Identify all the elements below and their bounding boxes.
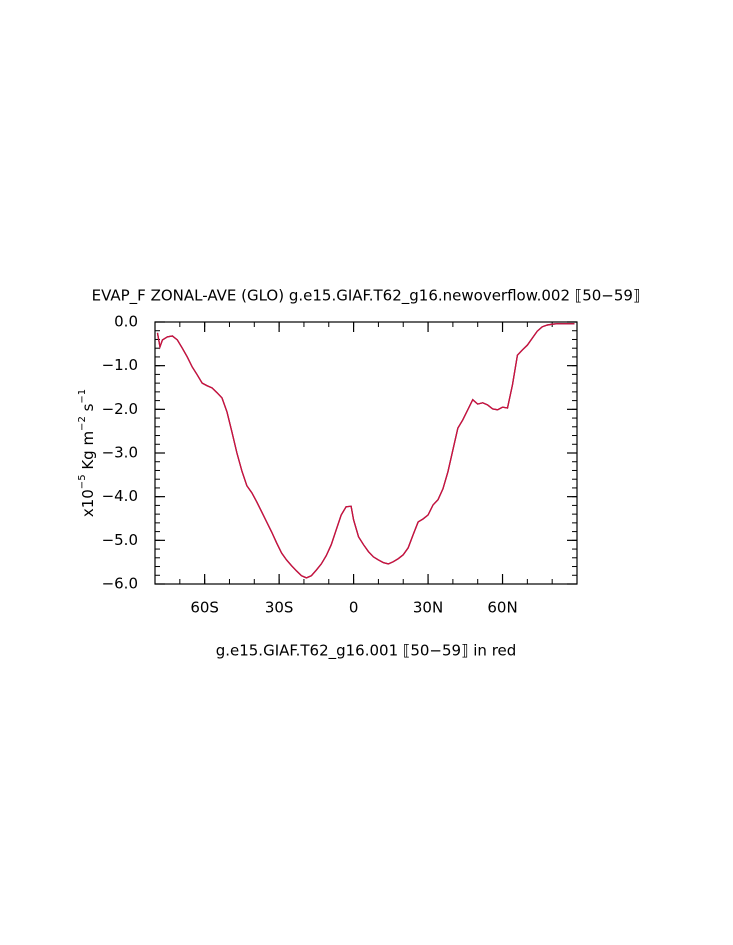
chart-note: g.e15.GIAF.T62_g16.001 ⟦50−59⟧ in red — [216, 642, 517, 661]
x-tick-label: 60S — [190, 599, 219, 617]
x-tick-label: 30S — [265, 599, 294, 617]
y-tick-label: −4.0 — [102, 487, 138, 505]
x-tick-label: 60N — [487, 599, 517, 617]
y-tick-label: −5.0 — [102, 531, 138, 549]
data-line — [156, 323, 575, 579]
y-label-part: x10 — [79, 489, 97, 517]
y-label-sup: −1 — [77, 389, 88, 404]
x-tick-label: 30N — [413, 599, 443, 617]
chart-title: EVAP_F ZONAL-AVE (GLO) g.e15.GIAF.T62_g1… — [92, 287, 641, 306]
x-tick-label: 0 — [349, 599, 359, 617]
y-tick-label: −1.0 — [102, 356, 138, 374]
data-line — [156, 323, 575, 579]
y-label-part: s — [79, 403, 97, 416]
plot-frame — [154, 321, 578, 585]
y-axis-label: x10−5 Kg m−2 s−1 — [77, 389, 97, 517]
y-tick-label: −6.0 — [102, 575, 138, 593]
y-tick-label: 0.0 — [114, 313, 138, 331]
y-label-part: Kg m — [79, 431, 97, 475]
y-label-sup: −5 — [77, 474, 88, 489]
y-label-sup: −2 — [77, 416, 88, 431]
y-tick-label: −2.0 — [102, 400, 138, 418]
y-tick-label: −3.0 — [102, 444, 138, 462]
